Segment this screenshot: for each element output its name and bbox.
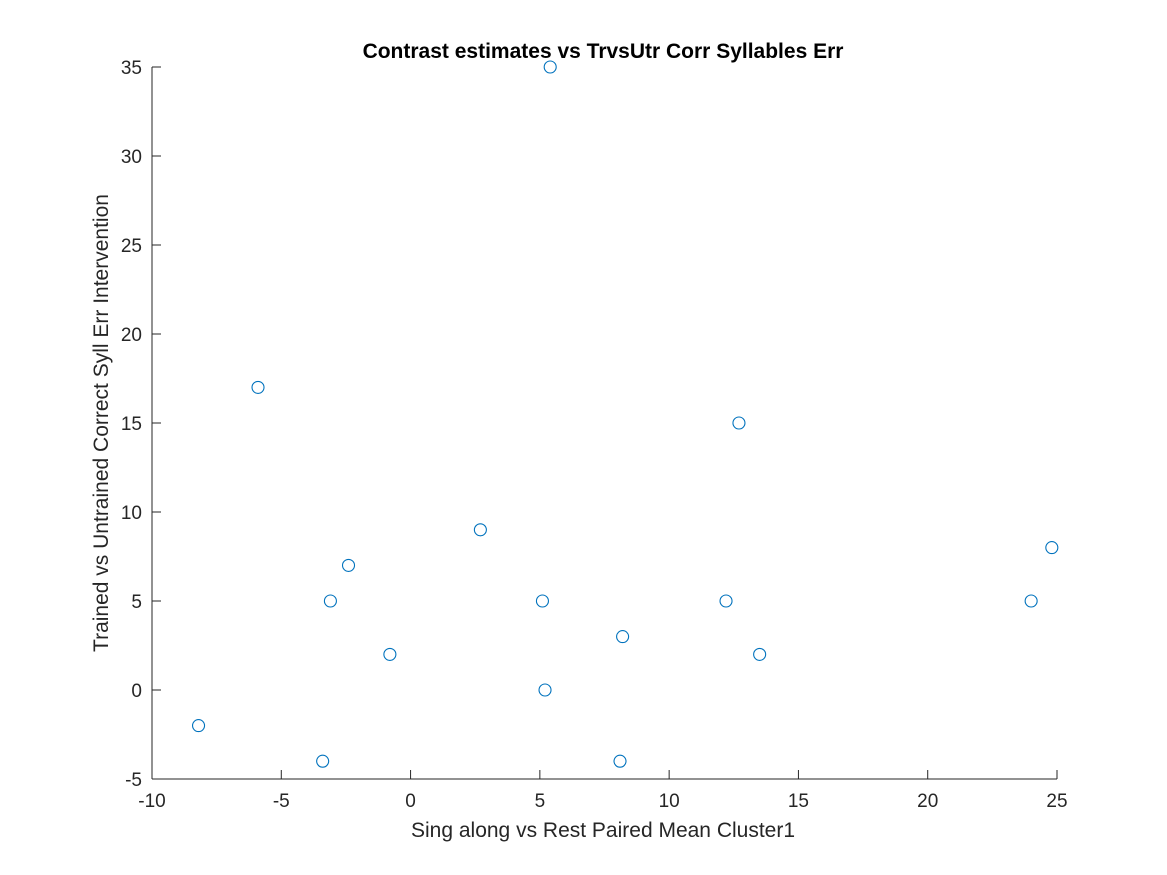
data-point: [251, 380, 265, 394]
data-point: [1024, 594, 1038, 608]
data-point: [753, 647, 767, 661]
y-tick-label: 35: [121, 58, 142, 79]
x-tick-label: 25: [1046, 791, 1067, 812]
y-tick-label: 5: [131, 592, 142, 613]
x-tick-label: 10: [659, 791, 680, 812]
data-point: [383, 647, 397, 661]
data-point: [719, 594, 733, 608]
axes: [151, 66, 1058, 780]
x-tick-label: -10: [138, 791, 165, 812]
x-tick-label: 5: [535, 791, 546, 812]
y-tick-label: 25: [121, 236, 142, 257]
chart-title: Contrast estimates vs TrvsUtr Corr Sylla…: [363, 40, 844, 63]
y-axis-label: Trained vs Untrained Correct Syll Err In…: [90, 194, 113, 652]
data-point: [543, 60, 557, 74]
data-point: [613, 754, 627, 768]
y-tick-label: 20: [121, 325, 142, 346]
x-tick-label: 15: [788, 791, 809, 812]
x-tick-label: -5: [273, 791, 290, 812]
x-axis-label: Sing along vs Rest Paired Mean Cluster1: [411, 819, 795, 842]
data-point: [323, 594, 337, 608]
y-tick-label: 15: [121, 414, 142, 435]
y-tick-label: 0: [131, 681, 142, 702]
data-point: [538, 683, 552, 697]
y-tick-label: 10: [121, 503, 142, 524]
y-tick-label: 30: [121, 147, 142, 168]
data-point: [341, 558, 356, 572]
x-tick-label: 20: [917, 791, 938, 812]
data-point: [732, 416, 746, 430]
data-point: [191, 719, 206, 733]
data-points: [191, 60, 1059, 768]
data-point: [473, 523, 487, 537]
y-tick-label: -5: [125, 770, 142, 791]
data-point: [535, 594, 549, 608]
x-tick-label: 0: [405, 791, 416, 812]
data-point: [316, 754, 330, 768]
data-point: [1045, 541, 1059, 555]
data-point: [616, 630, 630, 644]
